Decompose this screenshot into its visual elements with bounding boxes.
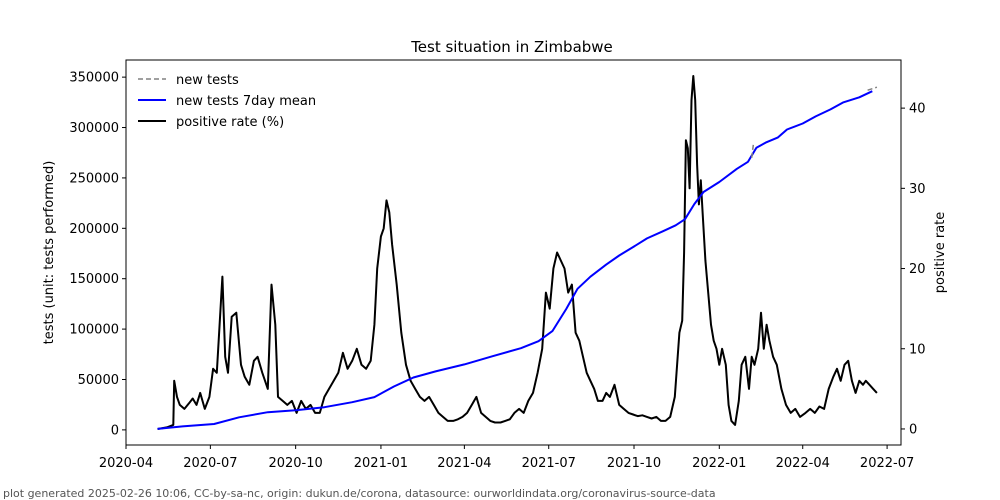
- x-tick-label: 2020-07: [183, 456, 237, 471]
- chart-title: Test situation in Zimbabwe: [410, 38, 613, 56]
- x-tick-label: 2022-04: [776, 456, 830, 471]
- x-tick-label: 2021-04: [437, 456, 491, 471]
- x-tick-label: 2020-04: [99, 456, 153, 471]
- y-axis-label-right: positive rate: [933, 212, 948, 294]
- y-tick-label-left: 200000: [69, 222, 119, 237]
- y-tick-label-right: 30: [909, 182, 926, 197]
- x-tick-label: 2020-10: [268, 456, 322, 471]
- y-axis-label-left: tests (unit: tests performed): [42, 161, 57, 345]
- y-tick-label-right: 10: [909, 342, 926, 357]
- legend-label: positive rate (%): [176, 115, 284, 130]
- series-line-new-tests-7day-mean: [157, 90, 873, 430]
- legend-label: new tests: [176, 73, 239, 88]
- y-tick-label-left: 250000: [69, 171, 119, 186]
- x-tick-label: 2021-07: [522, 456, 576, 471]
- series-layer: [157, 75, 878, 430]
- x-tick-label: 2021-10: [607, 456, 661, 471]
- left-axis: 0 50000 100000 150000 200000 250000 300000 3500…: [69, 71, 126, 438]
- y-tick-label-right: 0: [909, 422, 917, 437]
- y-tick-label-left: 0: [111, 423, 119, 438]
- y-tick-label-left: 350000: [69, 71, 119, 86]
- series-line-positive-rate: [157, 75, 878, 430]
- series-line-new-tests: [750, 142, 755, 158]
- y-tick-label-right: 40: [909, 102, 926, 117]
- bottom-axis: 2020-04 2020-07 2020-10 2021-01 2021-04 2021-…: [99, 445, 914, 471]
- plot-frame: [125, 59, 902, 446]
- x-tick-label: 2021-01: [354, 456, 408, 471]
- y-tick-label-left: 100000: [69, 323, 119, 338]
- y-tick-label-left: 50000: [78, 373, 119, 388]
- x-tick-label: 2022-07: [860, 456, 914, 471]
- legend-label: new tests 7day mean: [176, 94, 316, 109]
- legend: new tests new tests 7day mean positive rat…: [138, 73, 316, 130]
- series-line-new-tests: [867, 86, 878, 91]
- y-tick-label-right: 20: [909, 262, 926, 277]
- x-tick-label: 2022-01: [692, 456, 746, 471]
- y-tick-label-left: 300000: [69, 121, 119, 136]
- y-tick-label-left: 150000: [69, 272, 119, 287]
- footer-note: plot generated 2025-02-26 10:06, CC-by-s…: [3, 487, 716, 500]
- right-axis: 0 10 20 30 40: [901, 102, 926, 437]
